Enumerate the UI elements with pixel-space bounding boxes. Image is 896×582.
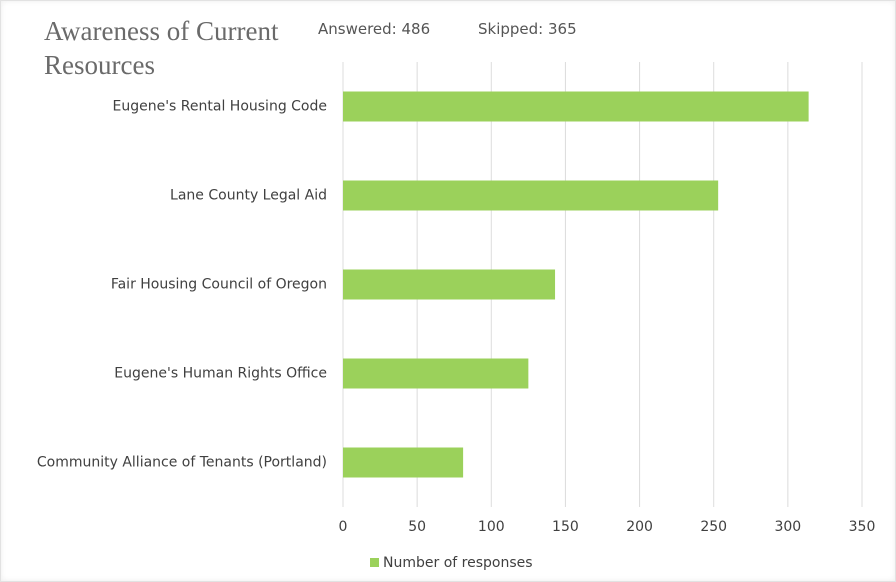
y-tick-label: Eugene's Rental Housing Code [113,99,328,115]
bar [343,180,719,211]
y-tick-label: Community Alliance of Tenants (Portland) [37,455,327,471]
x-tick-label: 100 [478,519,505,535]
chart-title: Awareness of Current Resources [44,16,279,80]
x-tick-label: 200 [626,519,653,535]
legend-swatch [370,558,379,567]
x-tick-label: 50 [408,519,426,535]
y-tick-label: Fair Housing Council of Oregon [111,277,327,293]
x-tick-label: 250 [700,519,727,535]
x-tick-label: 300 [774,519,801,535]
bar [343,358,529,389]
bar [343,447,464,478]
x-tick-label: 0 [339,519,348,535]
legend-label: Number of responses [383,555,533,571]
skipped: Skipped: 365 [478,20,577,38]
x-tick-label: 350 [849,519,876,535]
x-tick-label: 150 [552,519,579,535]
bar [343,269,556,300]
answered: Answered: 486 [318,20,431,38]
y-tick-label: Eugene's Human Rights Office [114,366,327,382]
bar [343,91,809,122]
y-tick-label: Lane County Legal Aid [170,188,327,204]
